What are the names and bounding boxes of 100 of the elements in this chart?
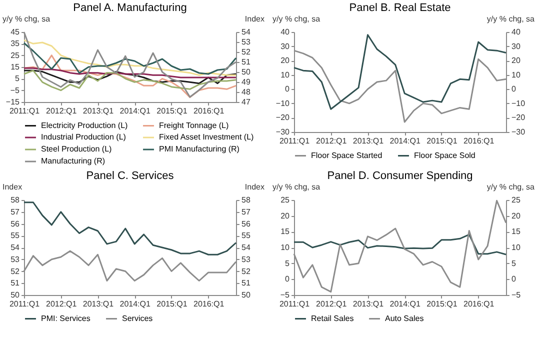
y2-axis-title: y/y % chg, sa (486, 182, 536, 192)
x-tick-label: 2012:Q1 (316, 136, 348, 146)
x-tick-label: 2012:Q1 (316, 300, 348, 308)
chart-title: Panel B. Real Estate (349, 2, 451, 14)
line-series (293, 34, 507, 110)
chart-title: Panel D. Consumer Spending (327, 170, 473, 182)
x-tick-label: 2015:Q1 (426, 136, 458, 146)
y2-tick-label: 48 (242, 88, 251, 96)
x-tick-label: 2015:Q1 (156, 106, 188, 116)
y-tick-label: −5 (280, 290, 290, 300)
x-tick-label: 2014:Q1 (390, 136, 421, 146)
y2-tick-label: 49 (242, 78, 251, 86)
y2-tick-label: 57 (242, 207, 251, 216)
y2-tick-label: 0 (512, 274, 516, 284)
x-tick-label: 2013:Q1 (352, 300, 384, 308)
y2-tick-label: 52 (242, 266, 251, 276)
y-tick-label: −20 (276, 113, 290, 122)
y2-tick-label: −20 (512, 113, 526, 122)
x-tick-label: 2014:Q1 (390, 300, 421, 308)
y2-tick-label: 55 (242, 231, 251, 240)
y-tick-label: 0 (285, 274, 290, 284)
y2-tick-label: 15 (512, 227, 521, 236)
x-tick-label: 2016:Q1 (463, 300, 495, 308)
y2-tick-label: 50 (242, 68, 251, 76)
y2-tick-label: 58 (242, 196, 251, 204)
legend-label: Freight Tonnage (L) (159, 120, 230, 130)
x-tick-label: 2012:Q1 (46, 106, 78, 116)
legend-label: Industrial Production (L) (41, 132, 126, 142)
x-tick-label: 2012:Q1 (46, 300, 78, 308)
y-tick-label: 15 (10, 62, 20, 72)
x-tick-label: 2015:Q1 (426, 300, 458, 308)
line-series (23, 54, 237, 98)
x-tick-label: 2016:Q1 (193, 300, 225, 308)
y2-axis-title: Index (244, 14, 264, 24)
legend-label: Steel Production (L) (41, 144, 112, 154)
line-series (293, 234, 507, 256)
legend-label: PMI Manufacturing (R) (159, 144, 240, 154)
x-tick-label: 2014:Q1 (120, 106, 151, 116)
y-tick-label: 51 (10, 278, 20, 288)
x-tick-label: 2011:Q1 (9, 106, 40, 116)
chart-title: Panel A. Manufacturing (73, 2, 187, 14)
legend-label: Retail Sales (311, 314, 354, 323)
y2-tick-label: 47 (242, 98, 251, 106)
y-tick-label: 53 (10, 254, 20, 264)
y-tick-label: 15 (280, 227, 290, 236)
y-axis-title: y/y % chg, sa (272, 14, 321, 24)
y-tick-label: 58 (10, 196, 20, 204)
line-series (23, 67, 237, 78)
y2-tick-label: −10 (512, 98, 526, 108)
legend-label: Floor Space Started (311, 150, 382, 160)
y-tick-label: −30 (276, 128, 290, 136)
legend-label: Manufacturing (R) (41, 156, 106, 166)
y2-tick-label: 10 (512, 70, 521, 80)
y2-tick-label: 20 (512, 211, 521, 220)
line-series (23, 202, 237, 256)
y2-tick-label: 51 (242, 58, 251, 66)
y-tick-label: −15 (6, 98, 20, 106)
legend-label: PMI: Services (41, 314, 90, 323)
y-tick-label: 5 (15, 74, 20, 84)
x-tick-label: 2015:Q1 (156, 300, 188, 308)
y2-tick-label: 52 (242, 48, 251, 56)
y-tick-label: 40 (280, 28, 290, 36)
y-axis-title: Index (2, 182, 22, 192)
y2-tick-label: 5 (512, 258, 516, 268)
line-series (23, 70, 237, 84)
x-tick-label: 2016:Q1 (193, 106, 225, 116)
y2-tick-label: −30 (512, 128, 526, 136)
y2-tick-label: 40 (512, 28, 521, 36)
y-tick-label: 56 (10, 219, 20, 228)
y2-tick-label: 30 (512, 42, 521, 51)
y2-tick-label: 20 (512, 56, 521, 66)
y-tick-label: −10 (276, 98, 290, 108)
legend-label: Fixed Asset Investment (L) (159, 132, 254, 142)
y-tick-label: 5 (285, 258, 290, 268)
x-tick-label: 2013:Q1 (352, 136, 384, 146)
y2-tick-label: 56 (242, 219, 251, 228)
x-tick-label: 2011:Q1 (279, 136, 310, 146)
y2-tick-label: −5 (512, 290, 522, 300)
y2-axis-title: y/y % chg, sa (486, 14, 536, 24)
y-tick-label: 30 (280, 42, 290, 51)
y2-tick-label: 53 (242, 38, 251, 46)
y-tick-label: 57 (10, 207, 20, 216)
y-tick-label: 45 (10, 28, 20, 36)
y-tick-label: 52 (10, 266, 20, 276)
y-axis-title: y/y % chg, sa (272, 182, 321, 192)
y2-axis-title: Index (244, 182, 264, 192)
y-tick-label: 0 (285, 84, 290, 94)
y-tick-label: 25 (280, 196, 290, 204)
x-tick-label: 2014:Q1 (120, 300, 151, 308)
x-tick-label: 2013:Q1 (82, 106, 114, 116)
y-tick-label: 20 (280, 211, 290, 220)
y2-tick-label: 25 (512, 196, 521, 204)
y-axis-title: y/y % chg, sa (2, 14, 51, 24)
y2-tick-label: 10 (512, 243, 521, 252)
y-tick-label: 50 (10, 290, 20, 300)
y2-tick-label: 0 (512, 84, 516, 94)
x-tick-label: 2016:Q1 (463, 136, 495, 146)
y2-tick-label: 54 (242, 243, 251, 252)
legend-label: Floor Space Sold (414, 150, 476, 160)
y-tick-label: −5 (10, 86, 20, 95)
